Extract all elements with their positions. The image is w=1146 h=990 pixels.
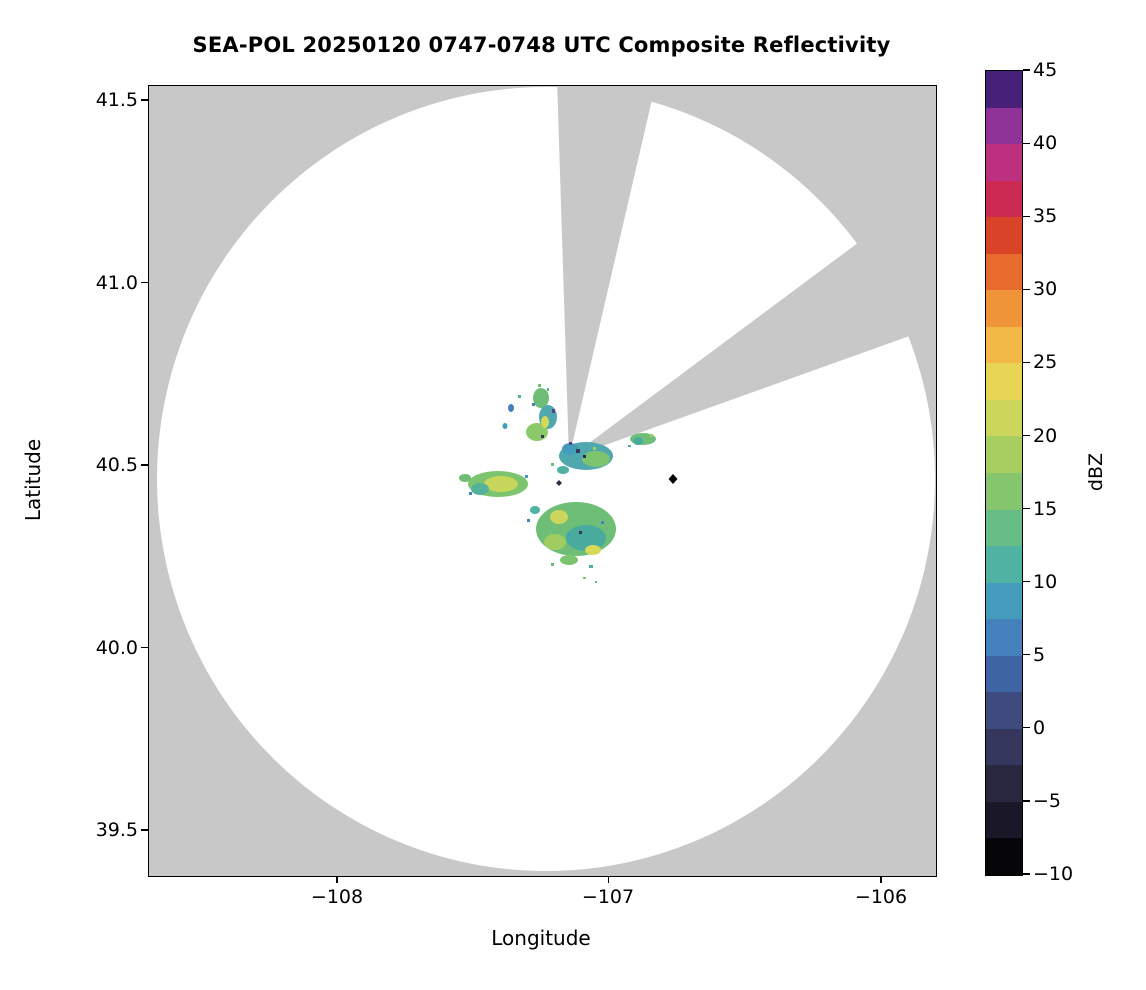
blocked-sectors	[557, 86, 936, 458]
colorbar-swatch	[986, 71, 1022, 108]
y-tick-mark	[141, 99, 148, 101]
colorbar-tick-mark	[1023, 581, 1030, 583]
colorbar-swatch	[986, 655, 1022, 693]
colorbar-swatch	[986, 765, 1022, 802]
colorbar-tick-mark	[1023, 800, 1030, 802]
colorbar-swatch	[986, 144, 1022, 181]
colorbar-swatch	[986, 509, 1022, 547]
colorbar-swatch	[986, 180, 1022, 218]
dark-echo-speck	[556, 480, 562, 486]
x-axis-label: Longitude	[491, 926, 591, 950]
colorbar-tick-label: −5	[1033, 789, 1062, 812]
echo-south-cluster	[527, 502, 616, 583]
colorbar-tick-label: 5	[1033, 643, 1046, 666]
x-tick-label: −108	[310, 886, 364, 908]
colorbar-swatch	[986, 290, 1022, 327]
radar-echoes	[459, 384, 656, 583]
colorbar-swatch	[986, 801, 1022, 839]
colorbar-tick-mark	[1023, 727, 1030, 729]
colorbar-swatch	[986, 399, 1022, 437]
x-tick-mark	[607, 876, 610, 883]
y-tick-label: 40.5	[95, 454, 138, 476]
x-tick-label: −106	[854, 886, 908, 908]
colorbar-tick-label: 35	[1033, 205, 1058, 228]
y-tick-label: 39.5	[95, 819, 138, 841]
y-tick-label: 41.5	[95, 89, 138, 111]
colorbar-axis-label: dBZ	[1085, 452, 1107, 492]
echo-east-speck	[628, 433, 656, 447]
radar-coverage-area	[157, 87, 935, 871]
colorbar-swatch	[986, 217, 1022, 254]
y-tick-mark	[141, 646, 148, 649]
colorbar-tick-mark	[1023, 361, 1030, 364]
colorbar-tick-label: 0	[1033, 716, 1046, 739]
y-tick-mark	[141, 464, 148, 466]
colorbar-tick-label: 15	[1033, 497, 1058, 520]
x-tick-label: −107	[581, 886, 635, 908]
chart-title: SEA-POL 20250120 0747-0748 UTC Composite…	[192, 33, 891, 57]
echo-central-cluster	[551, 442, 613, 474]
colorbar-tick-mark	[1023, 69, 1030, 71]
y-axis-label: Latitude	[21, 438, 45, 522]
colorbar-swatch	[986, 253, 1022, 291]
colorbar-swatch	[986, 473, 1022, 510]
x-tick-mark	[336, 876, 338, 883]
site-marker-diamond	[668, 474, 678, 484]
colorbar-swatch	[986, 582, 1022, 620]
colorbar-tick-mark	[1023, 142, 1030, 144]
colorbar-swatch	[986, 692, 1022, 729]
colorbar-swatch	[986, 728, 1022, 766]
colorbar-tick-label: 25	[1033, 351, 1058, 374]
y-tick-mark	[141, 829, 148, 831]
colorbar-tick-mark	[1023, 873, 1030, 875]
echo-north-cluster	[502, 384, 557, 441]
plot-area	[148, 85, 937, 877]
x-tick-mark	[880, 876, 882, 883]
colorbar-tick-label: 40	[1033, 132, 1058, 155]
colorbar-tick-label: −10	[1033, 863, 1074, 885]
colorbar-swatch	[986, 546, 1022, 583]
radar-plot-canvas	[149, 86, 936, 876]
y-tick-label: 40.0	[95, 636, 138, 659]
colorbar-swatch	[986, 107, 1022, 145]
colorbar-swatch	[986, 838, 1022, 876]
colorbar-swatch	[986, 619, 1022, 656]
colorbar-tick-mark	[1023, 434, 1030, 437]
colorbar-swatch	[986, 326, 1022, 364]
echo-west-band	[459, 471, 528, 497]
colorbar-swatch	[986, 363, 1022, 400]
colorbar-swatch	[986, 436, 1022, 474]
colorbar-tick-label: 45	[1033, 59, 1058, 81]
colorbar-tick-label: 30	[1033, 278, 1058, 301]
blocked-sector-north	[557, 86, 656, 458]
colorbar-tick-label: 10	[1033, 570, 1058, 593]
blocked-sector-northeast	[569, 184, 936, 458]
y-tick-mark	[141, 281, 148, 284]
colorbar-gradient	[985, 70, 1023, 876]
colorbar-tick-mark	[1023, 654, 1030, 656]
colorbar-tick-mark	[1023, 215, 1030, 217]
colorbar-tick-label: 20	[1033, 424, 1058, 447]
y-tick-label: 41.0	[95, 271, 138, 294]
colorbar-tick-mark	[1023, 507, 1030, 510]
colorbar-tick-mark	[1023, 288, 1030, 290]
